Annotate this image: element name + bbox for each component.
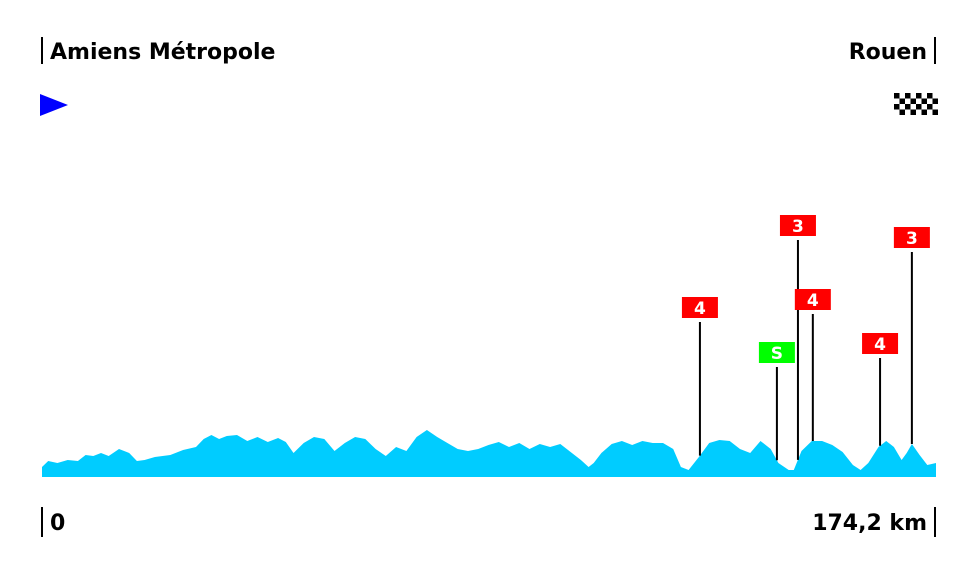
marker-label: 3 bbox=[906, 229, 918, 249]
sprint-marker: S bbox=[758, 342, 795, 461]
elevation-profile-area bbox=[42, 430, 936, 477]
finish-flag-square bbox=[932, 109, 938, 115]
finish-town-label: Rouen bbox=[849, 40, 927, 65]
start-flag-icon bbox=[40, 94, 68, 116]
climb-category-badge bbox=[862, 333, 899, 354]
finish-flag-square bbox=[899, 109, 905, 115]
finish-flag-square bbox=[894, 93, 900, 99]
climb-marker: 3 bbox=[893, 227, 930, 444]
climb-marker: 4 bbox=[681, 297, 718, 456]
finish-flag-square bbox=[905, 93, 911, 99]
finish-flag-square bbox=[916, 104, 922, 110]
marker-label: 4 bbox=[874, 335, 886, 355]
finish-flag-square bbox=[921, 109, 927, 115]
finish-flag-square bbox=[905, 104, 911, 110]
sprint-badge bbox=[758, 342, 795, 363]
climb-marker: 4 bbox=[794, 289, 831, 441]
climb-category-badge bbox=[794, 289, 831, 310]
climb-marker: 4 bbox=[862, 333, 899, 446]
finish-flag-square bbox=[916, 93, 922, 99]
distance-start-label: 0 bbox=[50, 511, 65, 536]
finish-flag-square bbox=[927, 93, 933, 99]
start-town-label: Amiens Métropole bbox=[50, 40, 275, 65]
finish-flag-icon bbox=[894, 93, 938, 115]
marker-label: 4 bbox=[694, 299, 706, 319]
finish-flag-square bbox=[899, 98, 905, 104]
elevation-profile-layer bbox=[42, 430, 936, 477]
climb-category-badge bbox=[893, 227, 930, 248]
marker-label: 3 bbox=[792, 217, 804, 237]
finish-flag-square bbox=[932, 98, 938, 104]
climb-category-badge bbox=[681, 297, 718, 318]
distance-end-label: 174,2 km bbox=[812, 511, 927, 536]
finish-flag-square bbox=[894, 104, 900, 110]
finish-flag-square bbox=[921, 98, 927, 104]
climb-markers-layer: 4 S 3 4 4 3 bbox=[681, 215, 930, 461]
finish-flag-square bbox=[927, 104, 933, 110]
marker-label: S bbox=[771, 344, 783, 364]
finish-flag-square bbox=[910, 109, 916, 115]
marker-label: 4 bbox=[807, 291, 819, 311]
climb-marker: 3 bbox=[779, 215, 816, 460]
finish-flag-square bbox=[910, 98, 916, 104]
climb-category-badge bbox=[779, 215, 816, 236]
